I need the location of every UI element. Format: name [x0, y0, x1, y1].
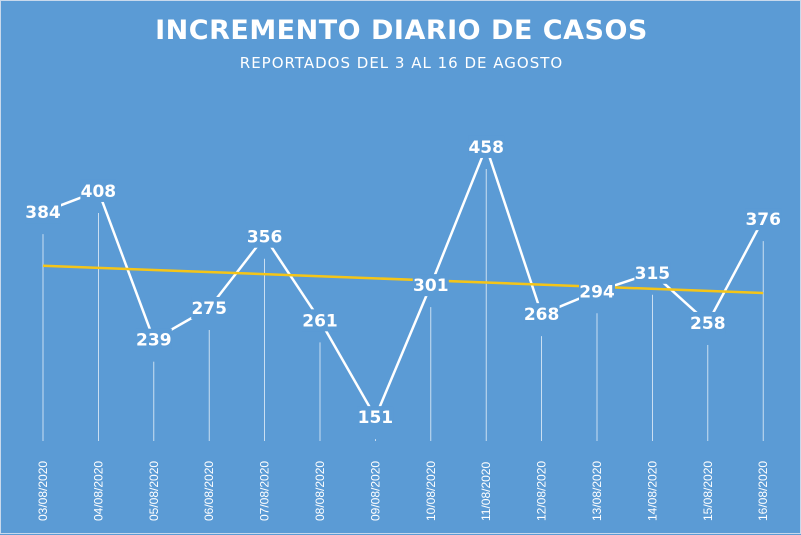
x-tick-label: 13/08/2020 [590, 461, 604, 521]
data-label: 268 [524, 305, 560, 325]
data-label-bg [25, 201, 61, 224]
data-label: 356 [247, 228, 283, 248]
data-label: 408 [81, 182, 117, 202]
data-label-bg [412, 274, 449, 297]
data-label: 384 [25, 203, 61, 223]
x-tick-label: 07/08/2020 [258, 461, 272, 521]
x-tick-label: 03/08/2020 [36, 461, 50, 521]
data-label-bg [357, 406, 394, 429]
data-label: 315 [635, 264, 671, 284]
data-label-bg [468, 135, 505, 158]
x-tick-label: 06/08/2020 [202, 461, 216, 521]
x-tick-label: 15/08/2020 [701, 461, 715, 521]
data-label-bg [579, 280, 615, 303]
data-label: 261 [302, 311, 338, 331]
data-label: 275 [191, 299, 227, 319]
x-tick-label: 04/08/2020 [91, 461, 105, 521]
x-tick-label: 10/08/2020 [424, 461, 438, 521]
chart-subtitle: REPORTADOS DEL 3 AL 16 DE AGOSTO [239, 54, 564, 72]
x-tick-label: 08/08/2020 [313, 461, 327, 521]
x-tick-label: 16/08/2020 [756, 461, 770, 521]
data-label: 301 [413, 276, 449, 296]
x-tick-label: 11/08/2020 [479, 462, 493, 521]
chart-title: INCREMENTO DIARIO DE CASOS [155, 15, 648, 46]
trendline [42, 264, 764, 295]
x-tick-label: 05/08/2020 [147, 461, 161, 521]
x-tick-label: 12/08/2020 [535, 461, 549, 521]
x-tick-label: 14/08/2020 [645, 461, 659, 521]
data-label: 376 [745, 210, 781, 230]
data-label: 258 [690, 314, 726, 334]
data-label: 151 [358, 408, 394, 428]
data-label: 294 [579, 282, 615, 302]
data-label: 458 [468, 138, 504, 158]
data-label-bg [634, 261, 671, 284]
data-label-bg [689, 311, 726, 334]
data-label: 239 [136, 331, 172, 351]
data-label-bg [302, 309, 338, 332]
data-label-bg [80, 179, 117, 202]
data-label-bg [745, 208, 782, 231]
x-tick-label: 09/08/2020 [368, 461, 382, 521]
data-label-bg [191, 297, 228, 319]
data-label-bg [246, 225, 283, 248]
data-label-bg [135, 328, 172, 351]
data-label-bg [523, 303, 560, 326]
